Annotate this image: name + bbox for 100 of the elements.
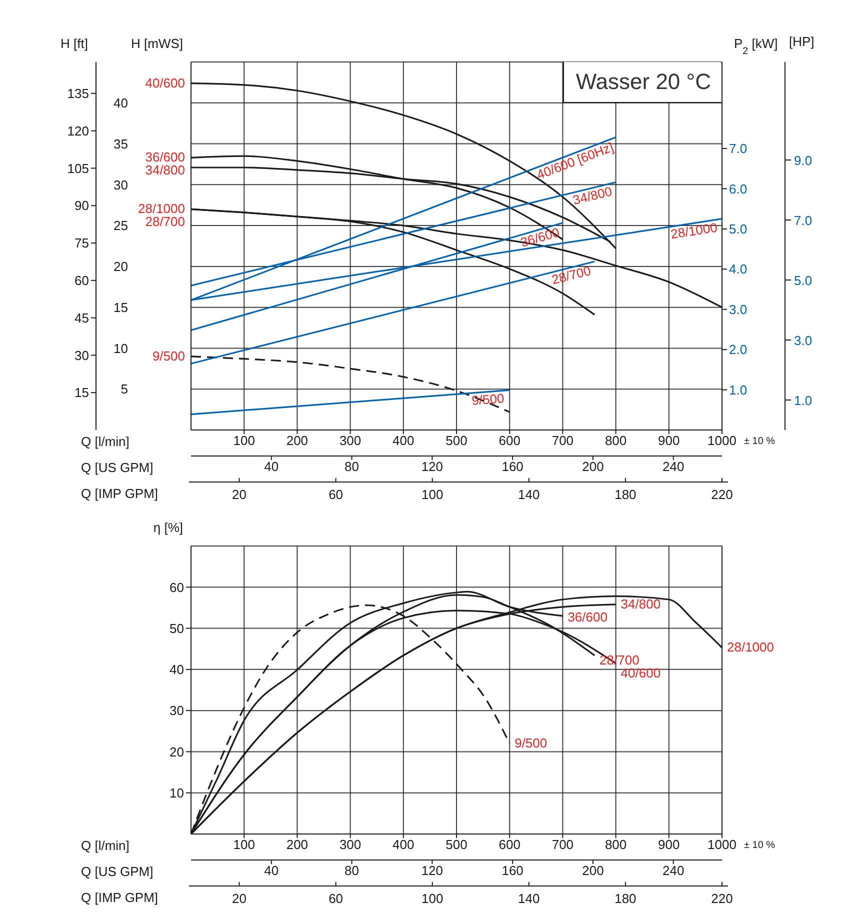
x-tick-label: 900 [658,433,680,448]
text: 20 [232,891,246,906]
text: 7.0 [794,213,812,228]
text: 3.0 [794,333,812,348]
y2-tick-label: 45 [74,310,89,326]
x-tick-label: 1000 [708,837,736,852]
x2-tick-label: 40 [264,863,279,878]
series-label: 34/800 [145,162,185,178]
x-tick-label: 300 [339,433,362,448]
series-label: 34/800 [620,596,661,612]
series-label: 9/500 [514,735,548,750]
text: 9.0 [794,153,812,168]
series-label: 28/1000 [138,201,185,216]
text: 220 [711,891,733,906]
series-label: 28/700 [145,214,185,230]
series-label: 9/500 [152,348,185,364]
text: 100 [422,891,444,906]
x-tick-label: 400 [392,837,414,852]
y2-tick-label: 120 [67,123,89,138]
x-axis-title: Q [l/min] [81,838,130,853]
text: ± 10 % [744,840,776,851]
series-label: 28/1000 [727,640,774,655]
y2-tick-label: 75 [74,236,89,251]
x2-tick-label: 160 [502,863,524,878]
x-tick-label: 200 [286,433,308,448]
x2-tick-label: 80 [344,863,360,878]
text: 5.0 [794,273,812,288]
x-tick-label: 500 [446,433,468,448]
y3-tick-label: 1.0 [729,382,748,398]
text: [HP] [789,34,814,49]
x-tick-label: 200 [286,837,308,852]
y-tick-label: 40 [170,662,184,678]
y3-tick-label: 3.0 [729,302,748,317]
text: 28/700 [550,262,592,288]
x2-tick-label: 160 [502,459,524,474]
y2-tick-label: 15 [74,385,89,400]
y2-axis-title: H [ft] [60,36,88,51]
x-tick-label: 300 [339,837,362,852]
series-label: 36/600 [145,150,185,165]
y2-tick-label: 30 [74,348,89,363]
x2-tick-label: 120 [421,863,444,878]
text: 140 [518,487,540,502]
text: Q [IMP GPM] [81,486,158,501]
x-tick-label: 700 [552,433,574,448]
series-label: 9/500 [471,390,505,408]
y3-axis-title: P$_{2}$ [kW] [734,36,778,56]
x2-tick-label: 120 [421,459,444,474]
text: Q [IMP GPM] [81,890,158,905]
text: 28/1000 [670,220,718,242]
x-tick-label: 1000 [708,433,736,448]
annotation: Wasser 20 °C [562,62,721,103]
y2-tick-label: 60 [74,273,89,288]
text: 100 [422,487,444,502]
x2-tick-label: 40 [264,459,279,474]
x2-tick-label: 200 [582,863,604,878]
y-tick-label: 60 [170,580,184,595]
x2-tick-label: 240 [662,459,684,474]
x2-tick-label: 80 [344,459,360,474]
x-tick-label: 500 [446,837,468,852]
text: 180 [614,487,636,502]
y-tick-label: 25 [114,218,128,234]
y3-tick-label: 6.0 [729,181,748,196]
x2-tick-label: 240 [662,863,684,878]
x-tick-label: 100 [233,433,255,448]
series-label: 40/600 [620,666,661,681]
y3-tick-label: 5.0 [729,222,748,237]
x-tick-label: 800 [604,837,627,852]
y-tick-label: 5 [120,382,128,397]
text: 180 [614,891,636,906]
series-label: 36/600 [568,609,608,624]
y-axis-title: H [mWS] [131,36,183,51]
x2-tick-label: 200 [582,459,604,474]
text: 34/800 [571,184,614,208]
text: 60 [328,487,344,502]
y-tick-label: 35 [114,136,128,152]
x-tick-label: 600 [498,433,520,448]
x2-axis-title: Q [US GPM] [81,460,154,475]
y-tick-label: 20 [114,259,128,274]
text: 60 [328,891,344,906]
text: 20 [232,487,246,502]
x-tick-label: 700 [552,837,574,852]
series-label: 40/600 [145,75,185,90]
text: 140 [518,891,540,906]
y-tick-label: 20 [170,744,184,760]
x-tick-label: 400 [392,433,414,448]
y3-tick-label: 2.0 [729,342,748,358]
text: 1.0 [794,392,812,408]
y2-tick-label: 105 [67,160,89,176]
x-tick-label: 100 [233,837,255,852]
x-axis-title: Q [l/min] [81,434,130,449]
text: 36/600 [518,224,562,250]
y-tick-label: 30 [170,703,184,718]
y3-tick-label: 7.0 [729,141,748,156]
x2-axis-title: Q [US GPM] [81,864,154,879]
y2-tick-label: 90 [74,198,89,214]
y-tick-label: 10 [170,785,184,800]
x-tick-label: 900 [658,837,680,852]
y3-tick-label: 4.0 [729,262,748,277]
y-tick-label: 50 [170,620,184,636]
y-tick-label: 10 [114,340,128,356]
